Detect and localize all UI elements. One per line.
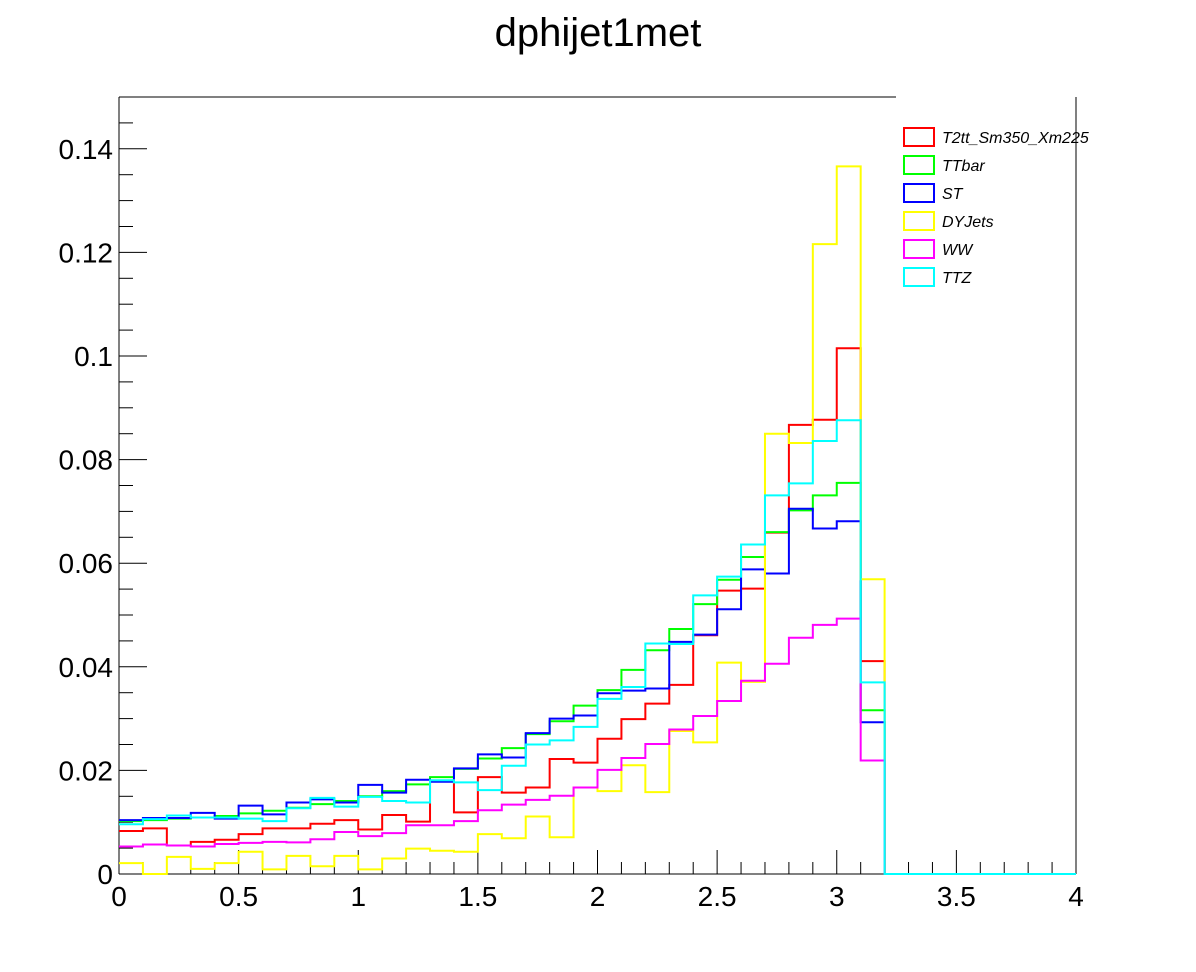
y-tick-label: 0.02: [59, 755, 114, 786]
legend: T2tt_Sm350_Xm225 TTbar ST DYJets WW TTZ: [903, 127, 1089, 287]
legend-label: TTZ: [942, 270, 973, 287]
x-tick-label: 0.5: [219, 881, 258, 912]
series-line-ttz: [119, 419, 1076, 875]
y-tick-label: 0.08: [59, 445, 114, 476]
legend-swatch: [903, 155, 935, 175]
legend-label: DYJets: [942, 214, 994, 231]
legend-swatch: [903, 183, 935, 203]
y-axis: 0 0.02 0.04 0.06 0.08 0.1 0.12 0.14: [59, 96, 147, 890]
series-layer: [119, 165, 1076, 875]
legend-label: TTbar: [942, 158, 985, 175]
legend-label: T2tt_Sm350_Xm225: [942, 130, 1089, 147]
legend-swatch: [903, 267, 935, 287]
legend-swatch: [903, 211, 935, 231]
y-tick-label: 0.12: [59, 237, 114, 268]
series-line-st: [119, 507, 1076, 875]
x-tick-label: 3.5: [937, 881, 976, 912]
x-tick-label: 2.5: [698, 881, 737, 912]
x-tick-label: 2: [590, 881, 606, 912]
series-line-dyjets: [119, 165, 1076, 875]
y-tick-label: 0.1: [74, 341, 113, 372]
legend-swatch: [903, 239, 935, 259]
legend-swatch: [903, 127, 935, 147]
chart-title: dphijet1met: [495, 11, 702, 55]
legend-label: WW: [942, 242, 974, 259]
series-line-t2tt-sm350-xm225: [119, 347, 1076, 875]
x-tick-label: 3: [829, 881, 845, 912]
series-line-ww: [119, 617, 1076, 875]
x-tick-label: 1: [350, 881, 366, 912]
y-tick-label: 0: [97, 859, 113, 890]
x-axis: 0 0.5 1 1.5 2 2.5 3 3.5 4: [111, 850, 1084, 912]
y-tick-label: 0.14: [59, 134, 114, 165]
x-tick-label: 0: [111, 881, 127, 912]
x-tick-label: 1.5: [458, 881, 497, 912]
y-tick-label: 0.04: [59, 652, 114, 683]
legend-label: ST: [942, 186, 964, 203]
x-tick-label: 4: [1068, 881, 1084, 912]
y-tick-label: 0.06: [59, 548, 114, 579]
